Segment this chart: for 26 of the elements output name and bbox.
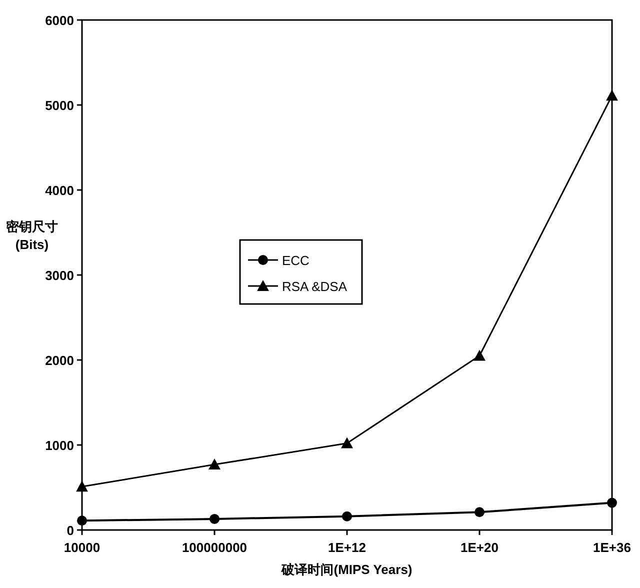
point — [474, 350, 486, 361]
x-tick-label: 1E+36 — [593, 540, 631, 555]
point — [606, 90, 618, 101]
point — [77, 516, 87, 526]
y-tick-label: 1000 — [45, 438, 74, 453]
legend-label: RSA &DSA — [282, 279, 348, 294]
y-tick-label: 6000 — [45, 13, 74, 28]
point — [341, 437, 353, 448]
point — [210, 514, 220, 524]
y-tick-label: 3000 — [45, 268, 74, 283]
point — [607, 498, 617, 508]
point — [342, 511, 352, 522]
point — [474, 507, 484, 518]
x-tick-label: 10000 — [64, 540, 100, 555]
x-tick-label: 1E+12 — [328, 540, 366, 555]
y-tick-label: 4000 — [45, 183, 74, 198]
point — [208, 458, 220, 470]
y-axis-title: 密钥尺寸 (Bits) — [6, 219, 58, 252]
x-axis-title: 破译时间(MIPS Years) — [280, 562, 412, 577]
legend-label: ECC — [282, 253, 310, 268]
y-tick-label: 2000 — [45, 353, 74, 368]
x-tick-label: 1E+20 — [460, 540, 498, 555]
y-tick-label: 5000 — [45, 98, 74, 113]
y-tick-label: 0 — [66, 523, 74, 538]
x-tick-label: 100000000 — [182, 540, 248, 555]
point — [76, 480, 88, 492]
